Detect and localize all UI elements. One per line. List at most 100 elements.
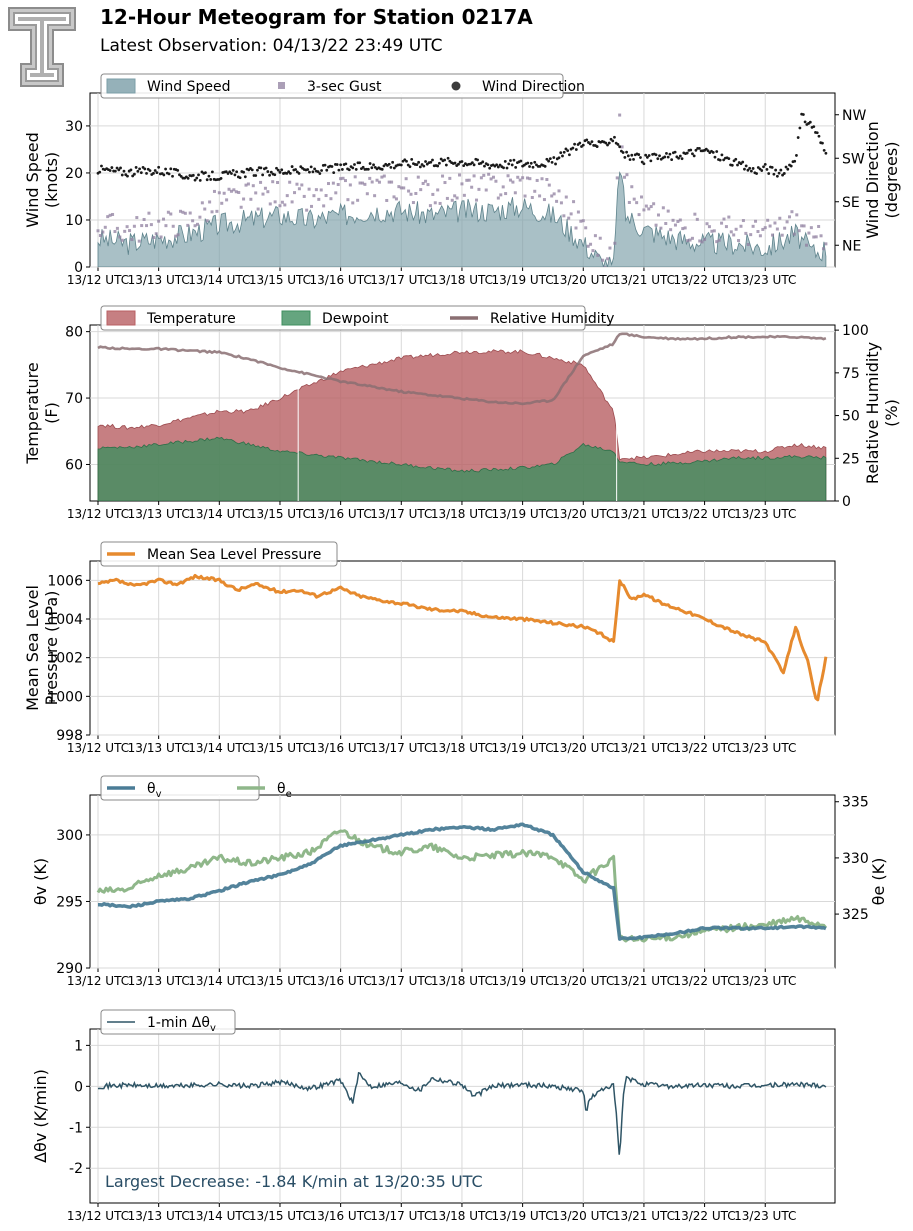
gust-point — [715, 240, 719, 244]
y-tick-label: 70 — [65, 391, 83, 407]
gust-point — [183, 211, 187, 215]
gust-point — [475, 198, 479, 202]
gust-point — [283, 203, 287, 207]
direction-point — [134, 166, 138, 169]
x-tick-label: 13/19 UTC — [492, 273, 554, 287]
gust-point — [169, 212, 173, 216]
gust-point — [511, 180, 515, 184]
direction-point — [775, 174, 779, 178]
direction-point — [677, 156, 680, 160]
direction-point — [250, 168, 254, 172]
gust-point — [120, 238, 124, 242]
gust-point — [115, 226, 119, 230]
x-tick-label: 13/22 UTC — [673, 741, 735, 755]
gust-point — [140, 224, 144, 228]
direction-point — [550, 160, 554, 164]
gust-point — [319, 188, 323, 192]
gust-point — [353, 175, 357, 179]
gust-point — [678, 218, 682, 222]
x-tick-label: 13/21 UTC — [613, 273, 675, 287]
direction-point — [197, 173, 200, 177]
y2-tick-label: 100 — [842, 323, 869, 339]
series-theta-e — [96, 829, 828, 943]
gust-point — [710, 229, 714, 233]
gust-point — [181, 210, 185, 214]
direction-point — [108, 169, 112, 172]
direction-point — [347, 168, 351, 172]
x-tick-label: 13/13 UTC — [128, 273, 190, 287]
gust-point — [754, 219, 758, 223]
gust-point — [130, 238, 134, 242]
x-tick-label: 13/20 UTC — [552, 974, 614, 988]
direction-point — [429, 160, 433, 164]
gust-point — [399, 186, 403, 190]
y-tick-label: 0 — [74, 1079, 83, 1095]
direction-point — [640, 160, 644, 164]
direction-point — [644, 153, 648, 157]
direction-point — [512, 158, 516, 162]
gust-point — [720, 221, 724, 225]
gust-point — [479, 176, 483, 180]
direction-point — [462, 164, 466, 167]
gust-point — [506, 174, 510, 178]
gust-point — [339, 177, 343, 181]
gust-point — [707, 225, 711, 229]
direction-point — [486, 163, 490, 167]
gust-point — [545, 178, 549, 182]
gust-point — [487, 172, 491, 176]
gust-point — [491, 175, 495, 179]
direction-point — [285, 171, 289, 175]
gust-point — [212, 189, 216, 193]
direction-point — [779, 168, 783, 172]
direction-point — [665, 152, 668, 155]
x-tick-label: 13/12 UTC — [67, 1209, 129, 1223]
gust-point — [717, 238, 721, 242]
gust-point — [227, 187, 231, 191]
direction-point — [320, 169, 323, 172]
gust-point — [756, 230, 760, 234]
direction-point — [561, 154, 564, 158]
gust-point — [159, 235, 163, 239]
direction-point — [782, 172, 786, 175]
legend-box — [100, 541, 338, 567]
gust-point — [819, 234, 823, 238]
direction-point — [126, 174, 129, 178]
gust-point — [404, 177, 408, 181]
gust-point — [460, 182, 464, 186]
gust-point — [630, 185, 634, 189]
direction-point — [505, 166, 509, 170]
gust-point — [724, 225, 728, 229]
x-tick-label: 13/15 UTC — [249, 273, 311, 287]
gust-point — [601, 258, 605, 262]
gust-point — [615, 176, 619, 180]
gust-point — [239, 205, 243, 209]
direction-point — [204, 171, 207, 175]
direction-point — [503, 160, 507, 163]
direction-point — [344, 162, 348, 166]
gust-point — [336, 183, 340, 187]
direction-point — [122, 169, 126, 173]
direction-point — [749, 169, 753, 173]
legend-swatch — [281, 310, 311, 326]
x-tick-label: 13/13 UTC — [128, 1209, 190, 1223]
gust-point — [671, 218, 675, 222]
gust-point — [382, 174, 386, 178]
direction-point — [595, 145, 599, 148]
legend: Mean Sea Level Pressure — [100, 541, 338, 567]
direction-point — [306, 168, 310, 171]
gust-point — [593, 234, 597, 238]
gust-point — [246, 182, 250, 186]
direction-point — [767, 172, 771, 175]
gust-point — [370, 180, 374, 184]
gust-point — [758, 234, 762, 238]
gust-point — [157, 219, 161, 223]
gust-point — [567, 216, 571, 220]
x-tick-label: 13/18 UTC — [431, 741, 493, 755]
gust-point — [788, 215, 792, 219]
direction-point — [169, 167, 173, 171]
gust-point — [579, 219, 583, 223]
gust-point — [106, 215, 110, 219]
gust-point — [215, 209, 219, 213]
direction-point — [186, 176, 190, 180]
